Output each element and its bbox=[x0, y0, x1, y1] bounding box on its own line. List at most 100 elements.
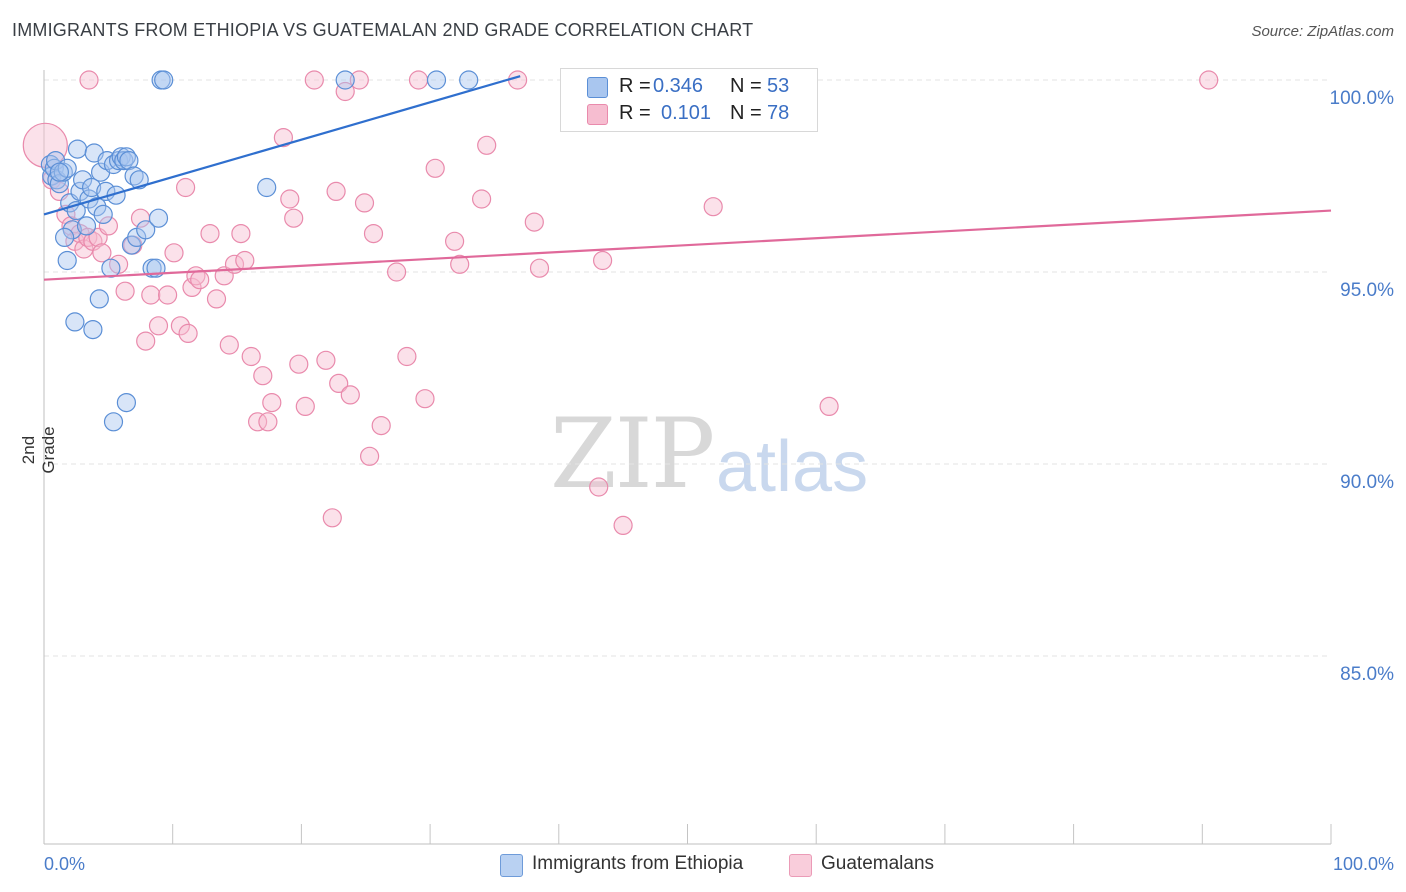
ethiopia-point bbox=[129, 170, 149, 190]
ethiopia-point bbox=[335, 70, 355, 90]
guatemalans-point bbox=[176, 177, 196, 198]
guatemalans-point bbox=[178, 323, 198, 343]
guatemalans-point bbox=[507, 70, 528, 90]
ethiopia-point bbox=[257, 177, 277, 198]
guatemalans-point bbox=[329, 373, 349, 393]
y-tick-label-95: 95.0% bbox=[1340, 280, 1394, 301]
ethiopia-point bbox=[154, 70, 174, 90]
guatemalans-point bbox=[262, 393, 282, 413]
guatemalans-point bbox=[115, 281, 135, 301]
guatemalans-point bbox=[170, 316, 190, 336]
guatemalans-point bbox=[248, 412, 268, 432]
guatemalans-point bbox=[450, 254, 470, 274]
guatemalans-point bbox=[231, 224, 251, 244]
guatemalans-point bbox=[79, 70, 99, 90]
series-legend: Immigrants from Ethiopia Guatemalans bbox=[0, 852, 1406, 878]
legend-n-value: 53 bbox=[767, 75, 790, 97]
legend-n-label: N = bbox=[730, 102, 762, 124]
legend-label-guatemalans: Guatemalans bbox=[821, 853, 935, 874]
ethiopia-trend-line bbox=[43, 75, 521, 216]
ethiopia-point bbox=[76, 216, 97, 236]
guatemalans-point bbox=[472, 189, 492, 209]
ethiopia-point bbox=[101, 258, 121, 278]
guatemalans-point bbox=[349, 70, 369, 90]
legend-n-value: 78 bbox=[767, 102, 790, 124]
guatemalans-point bbox=[371, 416, 391, 436]
guatemalans-point bbox=[408, 70, 429, 90]
axis-layer bbox=[43, 70, 1331, 845]
ethiopia-point bbox=[136, 220, 156, 240]
y-tick-labels: 100.0% 95.0% 90.0% 85.0% bbox=[1330, 88, 1395, 685]
x-tick-layer bbox=[172, 824, 1332, 844]
guatemalans-point bbox=[295, 396, 315, 416]
y-axis-label: 2nd Grade bbox=[19, 426, 58, 474]
guatemalans-point bbox=[273, 128, 293, 148]
guatemalans-point bbox=[477, 135, 497, 155]
ethiopia-point bbox=[67, 139, 88, 159]
ethiopia-point bbox=[426, 70, 447, 90]
guatemalans-point bbox=[589, 477, 609, 497]
guatemalans-point bbox=[182, 277, 202, 297]
guatemalans-point bbox=[200, 224, 220, 244]
guatemalans-point bbox=[360, 446, 380, 466]
guatemalans-point bbox=[524, 212, 544, 232]
guatemalans-point bbox=[326, 181, 346, 201]
legend-row-guatemalans: R = 0.101 N = 78 bbox=[561, 100, 817, 128]
y-tick-label-90: 90.0% bbox=[1340, 472, 1394, 493]
guatemalans-point bbox=[425, 158, 445, 178]
ethiopia-point bbox=[45, 151, 66, 171]
guatemalans-point bbox=[445, 231, 465, 251]
ethiopia-point bbox=[62, 220, 82, 240]
guatemalans-point bbox=[304, 70, 324, 90]
guatemalans-trend-line bbox=[43, 209, 1332, 281]
ethiopia-point bbox=[87, 197, 107, 217]
watermark-atlas: atlas bbox=[716, 427, 869, 507]
ethiopia-point bbox=[65, 312, 85, 332]
chart-title: IMMIGRANTS FROM ETHIOPIA VS GUATEMALAN 2… bbox=[12, 20, 754, 40]
guatemalans-point bbox=[397, 346, 417, 367]
legend-r-label: R = bbox=[619, 75, 651, 97]
guatemalans-point bbox=[164, 243, 184, 263]
ethiopia-point bbox=[103, 412, 124, 432]
guatemalans-point bbox=[1199, 70, 1219, 90]
guatemalans-point bbox=[241, 346, 261, 367]
guatemalans-point bbox=[387, 262, 407, 282]
legend-r-label: R = bbox=[619, 102, 651, 124]
x-tick-label-100: 100.0% bbox=[1333, 854, 1394, 874]
guatemalans-point bbox=[354, 193, 375, 213]
ethiopia-point bbox=[49, 174, 70, 194]
legend-swatch-blue bbox=[587, 77, 608, 98]
guatemalans-point bbox=[613, 515, 633, 536]
legend-r-value: 0.346 bbox=[653, 75, 704, 97]
guatemalans-point bbox=[335, 81, 355, 102]
guatemalans-point bbox=[92, 243, 112, 263]
guatemalans-point bbox=[206, 289, 227, 309]
guatemalans-point bbox=[148, 316, 169, 336]
guatemalans-point bbox=[703, 197, 723, 217]
guatemalans-point bbox=[258, 412, 278, 432]
stats-legend: R = 0.346 N = 53 R = 0.101 N = 78 bbox=[560, 68, 818, 132]
legend-label-ethiopia: Immigrants from Ethiopia bbox=[532, 853, 744, 874]
guatemalans-point bbox=[322, 508, 342, 528]
ethiopia-point bbox=[57, 250, 77, 271]
ethiopia-point bbox=[459, 70, 479, 90]
guatemalans-point bbox=[415, 389, 435, 409]
guatemalans-point bbox=[819, 396, 839, 416]
guatemalans-point bbox=[363, 224, 384, 244]
legend-n-label: N = bbox=[730, 75, 762, 97]
ethiopia-point bbox=[93, 204, 113, 224]
guatemalans-point bbox=[190, 270, 210, 290]
watermark-zip: ZIP bbox=[550, 398, 715, 510]
legend-swatch-ethiopia bbox=[500, 854, 523, 877]
legend-swatch-pink bbox=[587, 104, 608, 125]
y-tick-label-85: 85.0% bbox=[1340, 664, 1394, 685]
ethiopia-point bbox=[116, 393, 137, 413]
source-label: Source: ZipAtlas.com bbox=[1251, 23, 1394, 40]
legend-swatch-guatemalans bbox=[789, 854, 812, 877]
guatemalans-point bbox=[98, 216, 119, 236]
guatemalans-point bbox=[136, 331, 156, 351]
guatemalans-point bbox=[280, 189, 300, 209]
ethiopia-point bbox=[148, 208, 169, 228]
legend-row-ethiopia: R = 0.346 N = 53 bbox=[561, 73, 817, 101]
